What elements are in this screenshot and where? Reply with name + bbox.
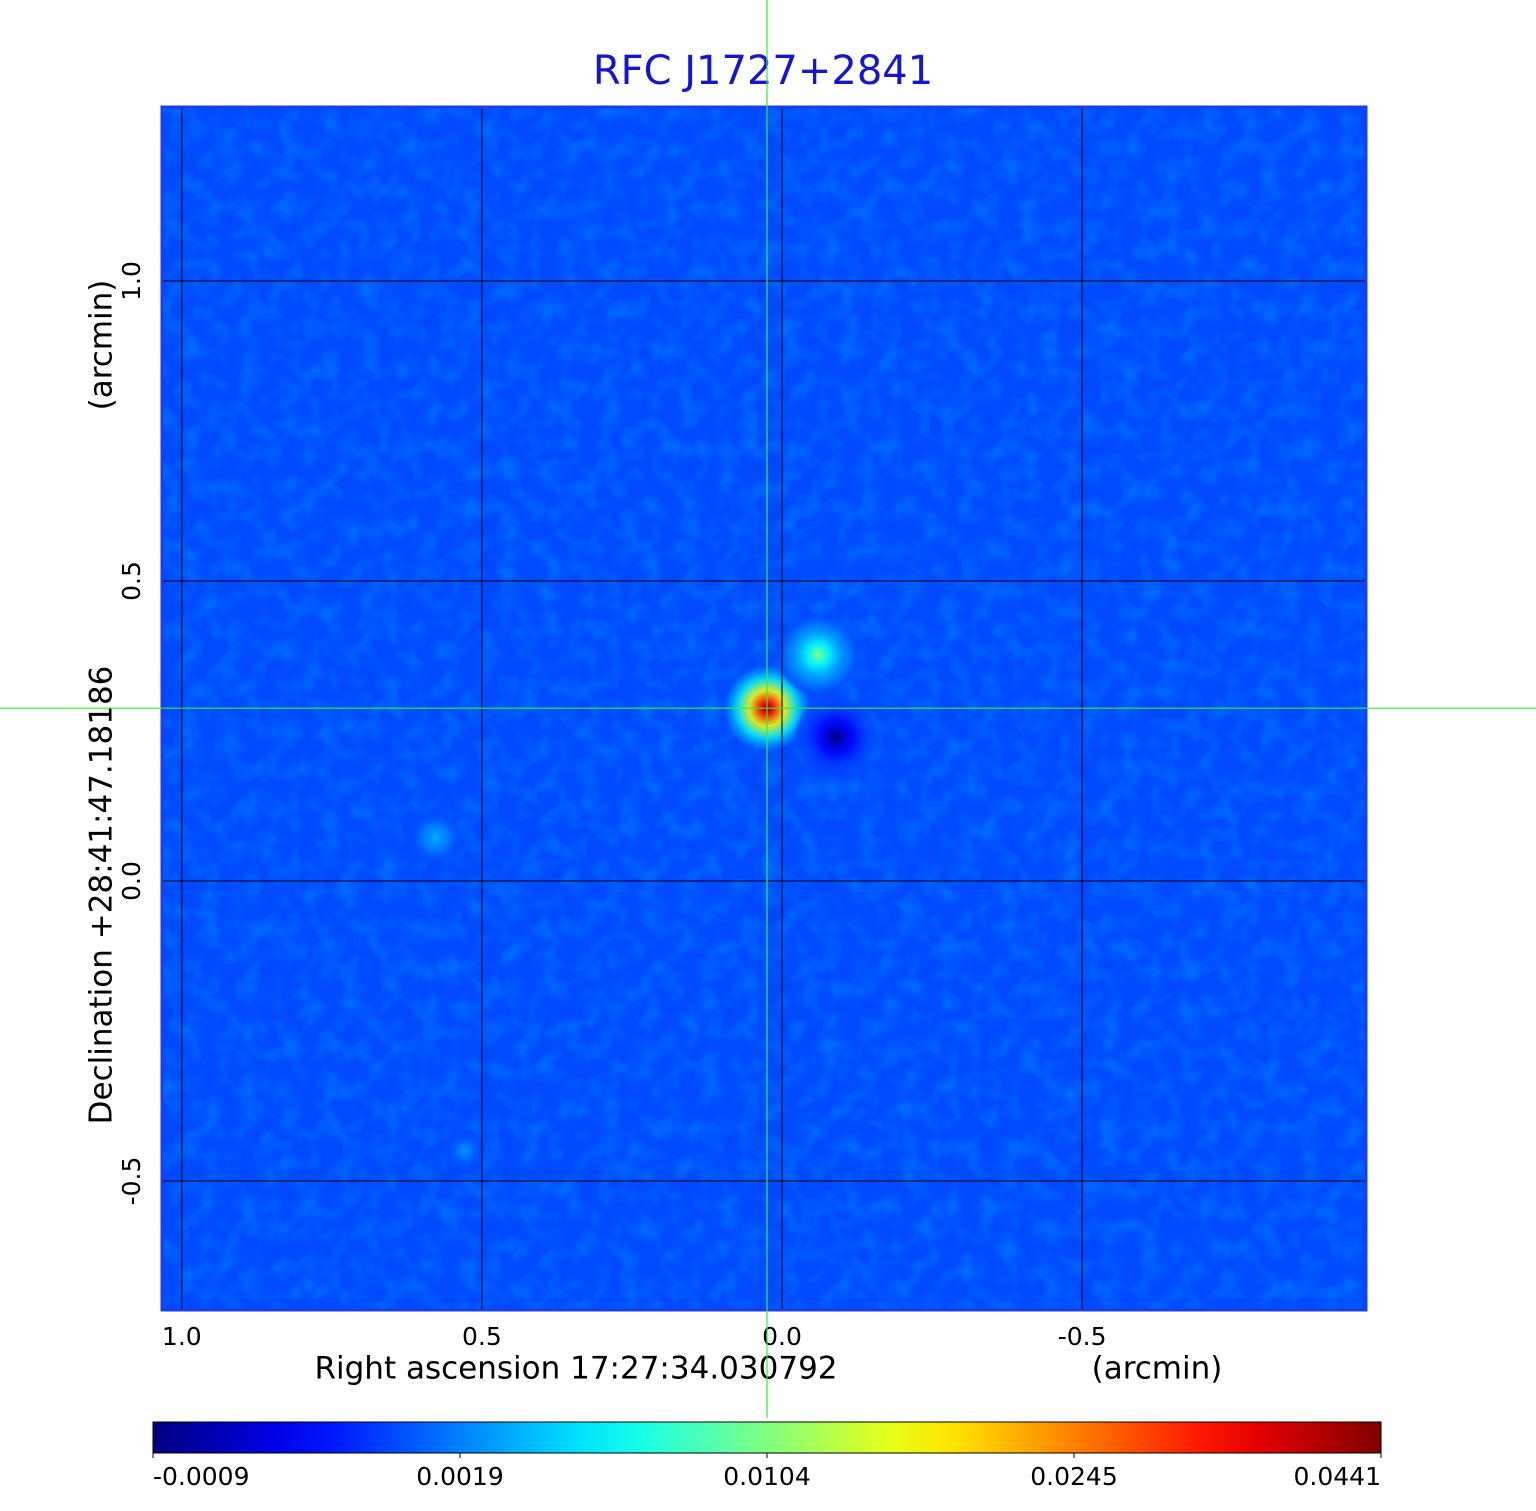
source: [408, 810, 463, 865]
y-axis-unit: (arcmin): [84, 280, 120, 411]
x-tick-label: 0.5: [462, 1322, 502, 1351]
source: [794, 694, 879, 780]
source: [444, 1129, 487, 1173]
colorbar-tick-label: 0.0019: [416, 1462, 503, 1491]
source: [776, 612, 861, 697]
colorbar-tick-label: 0.0245: [1030, 1462, 1117, 1491]
y-axis-label: Declination +28:41:47.18186: [84, 666, 120, 1125]
y-tick-label: 1.0: [117, 261, 146, 301]
x-tick-label: 1.0: [162, 1322, 202, 1351]
x-tick-label: -0.5: [1058, 1322, 1107, 1351]
colorbar: [152, 1421, 1382, 1454]
colorbar-tick-label: -0.0009: [153, 1462, 250, 1491]
colorbar-tick-label: 0.0441: [1294, 1462, 1381, 1491]
x-axis-label: Right ascension 17:27:34.030792: [314, 1351, 837, 1387]
x-axis-unit: (arcmin): [1092, 1351, 1223, 1387]
y-tick-label: 0.0: [117, 861, 146, 901]
y-tick-label: 0.5: [117, 561, 146, 601]
chart-title: RFC J1727+2841: [593, 48, 933, 94]
colorbar-tick-label: 0.0104: [723, 1462, 810, 1491]
x-tick-label: 0.0: [762, 1322, 802, 1351]
y-tick-label: -0.5: [117, 1157, 146, 1206]
